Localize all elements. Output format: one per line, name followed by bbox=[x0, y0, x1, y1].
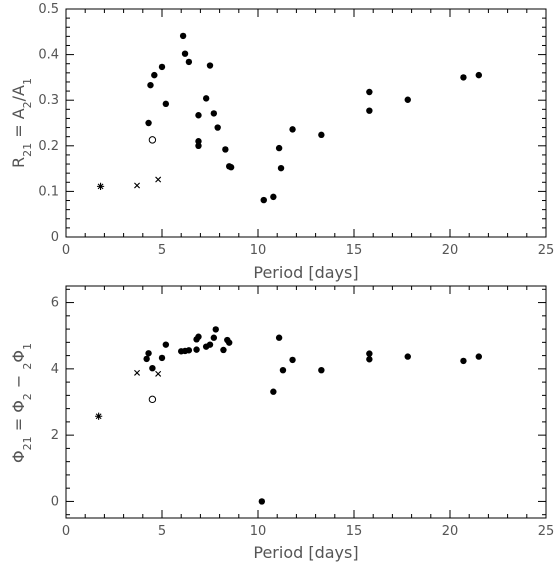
phi21-point-filled-circle bbox=[279, 366, 287, 374]
phi21-point-filled-circle bbox=[220, 346, 227, 354]
phi21-point-filled-circle bbox=[404, 353, 411, 360]
phi21-point-filled-circle bbox=[149, 364, 156, 372]
r21-point-filled-circle bbox=[475, 71, 482, 79]
r21-y-tick-label: 0.1 bbox=[38, 184, 59, 199]
r21-point-filled-circle bbox=[275, 144, 283, 152]
r21-y-tick-label: 0 bbox=[51, 230, 59, 245]
phi21-point-filled-circle bbox=[289, 356, 296, 364]
phi21-plot-frame bbox=[65, 285, 547, 519]
r21-point-filled-circle bbox=[210, 110, 218, 117]
phi21-point-filled-circle bbox=[143, 355, 150, 363]
phi21-point-filled-circle bbox=[145, 350, 152, 357]
r21-x-axis-title: Period [days] bbox=[253, 263, 358, 282]
phi21-point-filled-circle bbox=[475, 353, 482, 360]
phi21-point-cross bbox=[155, 370, 162, 377]
r21-point-filled-circle bbox=[366, 107, 373, 114]
phi21-point-cross bbox=[134, 369, 141, 376]
phi21-point-filled-circle bbox=[258, 498, 266, 505]
phi21-point-filled-circle bbox=[226, 339, 233, 346]
r21-x-tick-label: 15 bbox=[346, 243, 363, 258]
phi21-x-tick-label: 5 bbox=[158, 524, 166, 539]
r21-point-filled-circle bbox=[270, 193, 277, 201]
phi21-point-filled-circle bbox=[185, 347, 193, 354]
phi21-point-filled-circle bbox=[275, 334, 283, 341]
r21-x-tick-label: 10 bbox=[250, 243, 267, 258]
phi21-x-tick-label: 10 bbox=[250, 524, 267, 539]
phi21-point-filled-circle bbox=[210, 334, 218, 341]
r21-point-filled-circle bbox=[195, 138, 202, 145]
r21-ticks: 0 5 10 15 20 25 0 0.1 0.2 0.3 0.4 0.5 bbox=[38, 2, 554, 258]
phi21-point-filled-circle bbox=[318, 366, 325, 374]
r21-x-tick-label: 5 bbox=[158, 243, 166, 258]
r21-point-filled-circle bbox=[195, 142, 202, 149]
phi21-ticks: 0 5 10 15 20 25 0 2 4 6 bbox=[51, 286, 555, 539]
phi21-point-filled-circle bbox=[206, 341, 214, 348]
r21-y-axis-title: R21 = A2/A1 bbox=[9, 78, 34, 168]
phi21-y-tick-label: 2 bbox=[51, 428, 59, 443]
phi21-point-filled-circle bbox=[212, 326, 219, 333]
r21-y-tick-label: 0.3 bbox=[38, 93, 59, 108]
r21-point-cross bbox=[155, 176, 162, 183]
phi21-point-filled-circle bbox=[195, 333, 202, 340]
r21-point-filled-circle bbox=[195, 112, 202, 119]
r21-point-asterisk bbox=[96, 182, 105, 190]
phi21-point-open-circle bbox=[148, 395, 157, 404]
r21-point-filled-circle bbox=[214, 124, 221, 131]
r21-point-filled-circle bbox=[145, 119, 152, 127]
phi21-point-filled-circle bbox=[366, 350, 373, 357]
phi21-marks bbox=[95, 326, 482, 505]
phi21-y-axis-title: Φ21 = Φ2 − 2Φ1 bbox=[9, 343, 34, 463]
phi21-x-tick-label: 15 bbox=[346, 524, 363, 539]
r21-point-filled-circle bbox=[206, 62, 214, 69]
r21-point-open-circle bbox=[148, 136, 157, 144]
phi21-panel: 0 5 10 15 20 25 0 2 4 6 Period [days] Φ21 = Φ2 − … bbox=[9, 285, 555, 562]
r21-x-tick-label: 0 bbox=[62, 243, 70, 258]
r21-x-tick-label: 20 bbox=[442, 243, 459, 258]
r21-point-filled-circle bbox=[460, 74, 467, 81]
r21-point-filled-circle bbox=[158, 63, 166, 71]
phi21-x-tick-label: 25 bbox=[538, 524, 555, 539]
phi21-x-axis-title: Period [days] bbox=[253, 543, 358, 562]
phi21-point-filled-circle bbox=[270, 388, 277, 395]
phi21-point-filled-circle bbox=[162, 341, 170, 348]
phi21-y-tick-label: 4 bbox=[51, 362, 59, 377]
r21-point-filled-circle bbox=[289, 126, 296, 133]
r21-point-filled-circle bbox=[318, 131, 325, 139]
r21-point-filled-circle bbox=[202, 95, 210, 102]
phi21-point-filled-circle bbox=[158, 354, 166, 362]
r21-point-filled-circle bbox=[151, 71, 158, 79]
phi21-y-tick-label: 0 bbox=[51, 494, 59, 509]
r21-point-filled-circle bbox=[404, 96, 411, 103]
phi21-point-asterisk bbox=[95, 412, 103, 420]
r21-point-filled-circle bbox=[366, 88, 373, 96]
r21-point-filled-circle bbox=[179, 32, 187, 40]
r21-x-tick-label: 25 bbox=[538, 243, 555, 258]
r21-point-cross bbox=[134, 182, 141, 189]
r21-point-filled-circle bbox=[185, 58, 193, 66]
r21-y-tick-label: 0.4 bbox=[38, 48, 59, 63]
r21-plot-frame bbox=[65, 8, 547, 238]
r21-point-filled-circle bbox=[147, 81, 154, 89]
r21-marks bbox=[96, 32, 482, 204]
r21-panel: 0 5 10 15 20 25 0 0.1 0.2 0.3 0.4 0.5 Period [days]… bbox=[9, 2, 554, 282]
phi21-point-filled-circle bbox=[460, 357, 467, 365]
phi21-point-filled-circle bbox=[193, 346, 200, 353]
r21-y-tick-label: 0.5 bbox=[38, 2, 59, 17]
phi21-x-tick-label: 20 bbox=[442, 524, 459, 539]
r21-point-filled-circle bbox=[181, 50, 189, 57]
r21-point-filled-circle bbox=[162, 100, 170, 108]
r21-y-tick-label: 0.2 bbox=[38, 139, 59, 154]
phi21-point-filled-circle bbox=[366, 356, 373, 363]
r21-point-filled-circle bbox=[227, 164, 235, 171]
r21-point-filled-circle bbox=[260, 196, 267, 204]
r21-point-filled-circle bbox=[277, 164, 285, 172]
phi21-x-tick-label: 0 bbox=[62, 524, 70, 539]
phi21-y-tick-label: 6 bbox=[51, 296, 59, 311]
r21-point-filled-circle bbox=[222, 146, 229, 153]
